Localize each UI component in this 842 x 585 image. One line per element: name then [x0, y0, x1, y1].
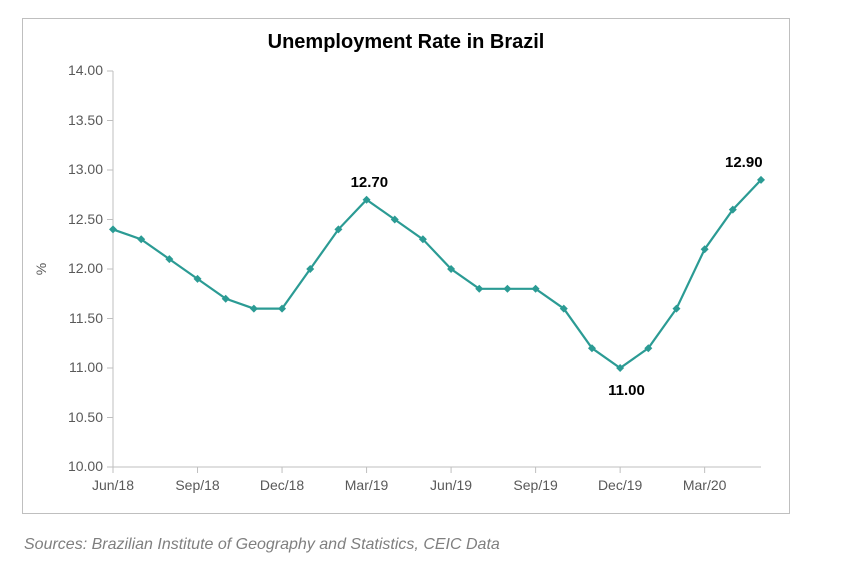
plot-area — [113, 71, 761, 467]
data-marker — [109, 225, 117, 233]
series-line — [113, 180, 761, 368]
y-tick-label: 10.00 — [55, 458, 103, 474]
y-tick-label: 14.00 — [55, 62, 103, 78]
y-tick-label: 13.00 — [55, 161, 103, 177]
chart-title: Unemployment Rate in Brazil — [23, 31, 789, 54]
data-marker — [250, 305, 258, 313]
x-tick-label: Sep/18 — [170, 477, 226, 493]
data-label: 11.00 — [608, 382, 645, 399]
data-label: 12.70 — [351, 174, 389, 191]
line-series — [113, 71, 761, 467]
x-tick-label: Jun/18 — [85, 477, 141, 493]
sources-caption: Sources: Brazilian Institute of Geograph… — [24, 536, 820, 554]
y-tick-label: 10.50 — [55, 409, 103, 425]
y-tick-label: 12.50 — [55, 211, 103, 227]
x-tick-label: Dec/18 — [254, 477, 310, 493]
x-tick-label: Jun/19 — [423, 477, 479, 493]
y-tick-label: 13.50 — [55, 112, 103, 128]
y-tick-label: 12.00 — [55, 260, 103, 276]
x-tick-label: Mar/19 — [339, 477, 395, 493]
y-tick-label: 11.50 — [55, 310, 103, 326]
y-axis-label: % — [33, 263, 49, 275]
chart-container: Unemployment Rate in Brazil 10.00 10.50 11… — [22, 18, 790, 514]
x-tick-label: Mar/20 — [677, 477, 733, 493]
y-tick-label: 11.00 — [55, 359, 103, 375]
data-marker — [503, 285, 511, 293]
x-tick-label: Dec/19 — [592, 477, 648, 493]
data-label: 12.90 — [725, 154, 763, 171]
x-tick-label: Sep/19 — [508, 477, 564, 493]
